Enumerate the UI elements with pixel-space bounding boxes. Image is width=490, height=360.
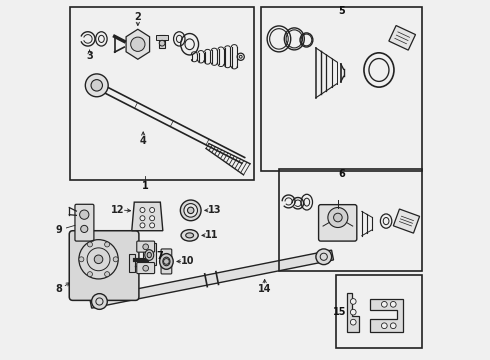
Text: 10: 10: [181, 256, 195, 266]
Circle shape: [350, 319, 356, 325]
Text: 7: 7: [156, 251, 163, 261]
Circle shape: [143, 244, 148, 249]
Circle shape: [316, 249, 332, 265]
Circle shape: [92, 294, 107, 309]
Circle shape: [81, 225, 88, 233]
Bar: [143, 243, 156, 265]
Text: 11: 11: [205, 230, 219, 240]
Text: 2: 2: [134, 12, 141, 22]
Polygon shape: [90, 250, 334, 308]
Polygon shape: [370, 298, 403, 332]
Bar: [129, 254, 135, 272]
Ellipse shape: [147, 252, 151, 258]
Circle shape: [334, 213, 342, 222]
Circle shape: [94, 255, 103, 264]
Ellipse shape: [188, 207, 194, 213]
Circle shape: [159, 40, 165, 46]
Circle shape: [143, 265, 148, 271]
Circle shape: [79, 257, 84, 262]
Text: 14: 14: [258, 284, 271, 294]
Circle shape: [131, 37, 145, 51]
Ellipse shape: [160, 253, 173, 269]
Text: 8: 8: [56, 284, 63, 294]
Bar: [156, 35, 168, 40]
Circle shape: [104, 272, 110, 276]
Ellipse shape: [184, 203, 197, 217]
Circle shape: [391, 301, 396, 307]
Circle shape: [149, 216, 155, 221]
Circle shape: [350, 309, 356, 315]
Text: 6: 6: [338, 168, 345, 179]
FancyBboxPatch shape: [137, 241, 155, 252]
Circle shape: [350, 298, 356, 304]
Ellipse shape: [180, 200, 201, 221]
Ellipse shape: [181, 230, 198, 241]
Text: 1: 1: [142, 181, 148, 191]
Text: 4: 4: [140, 136, 147, 146]
Text: 12: 12: [111, 205, 125, 215]
Ellipse shape: [163, 257, 170, 266]
Circle shape: [164, 258, 169, 264]
Bar: [70, 7, 254, 180]
FancyBboxPatch shape: [161, 249, 172, 258]
Circle shape: [140, 207, 145, 212]
Circle shape: [381, 301, 387, 307]
Text: 9: 9: [56, 225, 63, 235]
Ellipse shape: [145, 249, 154, 260]
FancyBboxPatch shape: [69, 231, 139, 300]
Circle shape: [79, 210, 89, 219]
Circle shape: [91, 80, 102, 91]
FancyBboxPatch shape: [75, 204, 94, 241]
Bar: [159, 35, 165, 48]
Text: 5: 5: [338, 6, 345, 16]
Circle shape: [140, 216, 145, 221]
Circle shape: [113, 257, 118, 262]
Polygon shape: [126, 29, 149, 59]
Circle shape: [391, 323, 396, 329]
Polygon shape: [347, 293, 359, 332]
Bar: [336, 275, 422, 348]
FancyBboxPatch shape: [161, 265, 172, 274]
Circle shape: [88, 242, 93, 247]
Ellipse shape: [186, 233, 194, 238]
Text: 15: 15: [333, 307, 346, 317]
Circle shape: [140, 223, 145, 228]
Circle shape: [104, 242, 110, 247]
FancyBboxPatch shape: [318, 204, 357, 241]
Polygon shape: [389, 26, 416, 50]
Polygon shape: [393, 209, 419, 233]
Bar: [261, 7, 422, 171]
Bar: [279, 169, 422, 271]
Polygon shape: [132, 202, 163, 231]
Circle shape: [149, 207, 155, 212]
Circle shape: [85, 74, 108, 97]
FancyBboxPatch shape: [137, 262, 155, 274]
Circle shape: [149, 223, 155, 228]
Circle shape: [88, 272, 93, 276]
Text: 3: 3: [86, 51, 93, 61]
Text: 13: 13: [208, 205, 222, 215]
Circle shape: [328, 207, 348, 228]
Circle shape: [381, 323, 387, 329]
